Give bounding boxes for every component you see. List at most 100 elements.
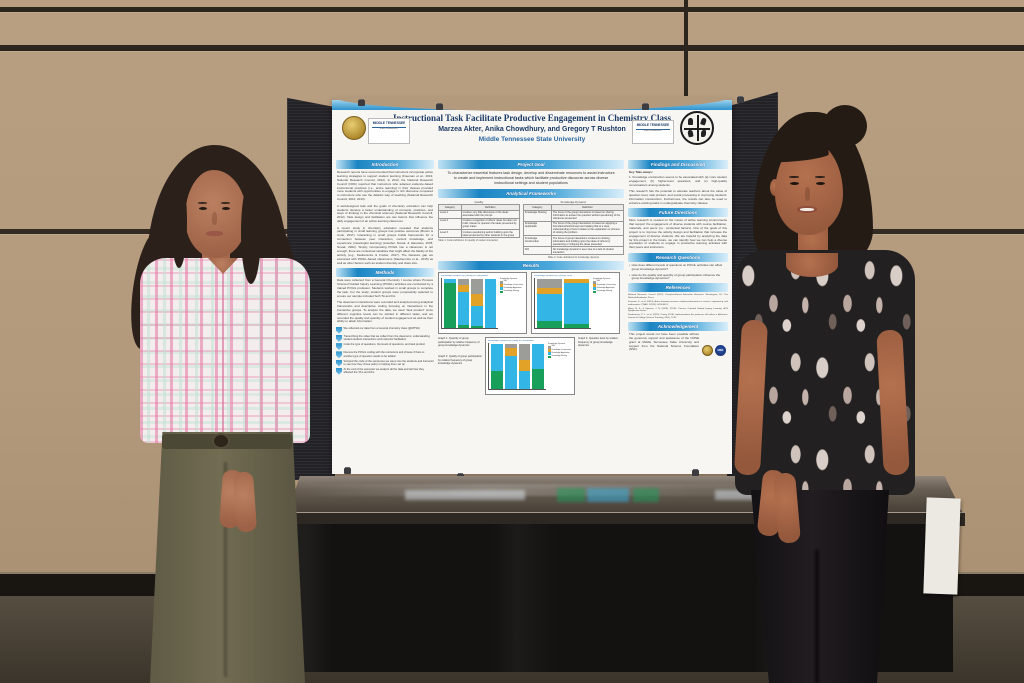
table-cell: Knowledge Construction	[522, 235, 552, 248]
emblem-glyph-icon	[687, 129, 694, 138]
legend-title: Knowledge Dynamic	[500, 278, 518, 281]
findings-paragraph: This research has the potential to educa…	[629, 189, 727, 205]
table-cell: Level 1	[438, 209, 462, 219]
eye	[816, 182, 825, 185]
chevron-down-icon	[336, 343, 342, 351]
binder-clip-icon	[358, 100, 365, 106]
bar-segment	[457, 285, 469, 292]
bar-segment	[471, 305, 483, 326]
table-row: Knowledge Construction The focus of group…	[522, 235, 624, 248]
chevron-down-icon	[336, 351, 342, 359]
legend-entry: Knowledge Sharing	[500, 290, 524, 294]
university-wordmark: MIDDLE TENNESSEE STATE UNIVERSITY	[368, 118, 410, 144]
stacked-bar	[564, 279, 589, 329]
table-cell: Involves questioning and/or building upo…	[460, 229, 520, 239]
paragraph: 1. Knowledge construction seems to be as…	[629, 174, 727, 187]
takeaway-list: 1. Knowledge construction seems to be as…	[628, 174, 728, 188]
legend-entry: Knowledge Application	[548, 352, 572, 355]
method-step-text: We collected our data from a General che…	[343, 326, 421, 330]
university-wordmark: MIDDLE TENNESSEE STATE UNIVERSITY	[632, 120, 674, 144]
table-row: Level 3 Involves questioning and/or build…	[438, 229, 520, 239]
chevron-down-icon	[336, 367, 342, 375]
list-item: How does different levels of questions o…	[628, 263, 728, 272]
bar-segment	[564, 323, 589, 329]
quality-table-caption: Table 1: Code definitions for quality of…	[438, 239, 499, 243]
person-left-face	[185, 170, 247, 258]
table-row: Knowledge Application The focus of the gr…	[522, 220, 624, 237]
section-heading-acknowledgement: Acknowledgement	[628, 321, 728, 331]
method-step-text: Discuss the POGIL coding with the instru…	[343, 351, 425, 358]
poster-title: Instructional Task Facilitate Productive…	[392, 113, 672, 123]
method-step-text: At the end of the semester we analyze al…	[343, 367, 425, 374]
paragraph: The classroom interactions were recorded…	[337, 299, 433, 324]
methods-steps: We collected our data from a General che…	[336, 326, 434, 375]
legend-entry: Knowledge Application	[593, 287, 617, 290]
eyebrow	[198, 202, 207, 204]
data-table: Category Definition Knowledge Sharing The f…	[522, 204, 624, 256]
section-heading-introduction: Introduction	[336, 160, 434, 169]
paragraph: A recent study in chemistry education re…	[337, 225, 433, 265]
legend-entry: Knowledge Construction	[548, 349, 572, 352]
legend-label: Knowledge Application	[503, 286, 522, 289]
bar-segment	[537, 294, 562, 322]
chart-body: Knowledge Dynamic N/A Knowledge Constructi…	[534, 278, 617, 330]
method-step: Transcribing the video that we collect f…	[336, 334, 434, 342]
person-left-hand	[232, 471, 258, 533]
method-step: Code the type of questions, the levels o…	[336, 343, 434, 351]
bar-segment	[471, 279, 483, 294]
legend-swatch-icon	[593, 280, 596, 284]
table-cell: No knowledge dynamic is seen due to a la…	[550, 246, 624, 256]
bar-segment	[444, 279, 456, 284]
eye	[199, 207, 207, 210]
wordmark-line1: MIDDLE TENNESSEE	[636, 123, 670, 127]
eyebrow	[815, 176, 825, 178]
legend-label: Knowledge Application	[596, 286, 615, 289]
data-table: Category Definition Level 1 Involves very l…	[438, 204, 520, 239]
knowledge-table-block: Knowledge Dynamic Category Definition Know…	[522, 200, 624, 259]
legend-entry: Knowledge Construction	[593, 284, 617, 287]
stacked-bar	[471, 279, 483, 329]
shirt-collar-opening	[208, 258, 238, 274]
person-right	[720, 105, 930, 683]
nsf-logo-icon: NSF	[715, 344, 726, 356]
bar-segment	[537, 288, 562, 295]
table-cell: Level 2	[438, 217, 462, 231]
bar-segment	[564, 279, 589, 284]
list-item: National Research Council (2012). Discip…	[628, 294, 728, 300]
legend-label: Knowledge Sharing	[596, 289, 613, 292]
chart-graph-3: Knowledge Dynamic by Quality of Particip…	[485, 337, 575, 396]
bar-segment	[457, 279, 469, 286]
section-heading-methods: Methods	[336, 267, 434, 277]
person-left-pants	[150, 432, 350, 683]
method-step: Scripted the code of the sentences we ca…	[336, 359, 434, 367]
results-captions-left: Graph 1: Quantity of group participation…	[438, 337, 482, 395]
bar-segment	[484, 279, 496, 329]
poster-reflection	[405, 490, 525, 500]
legend-swatch-icon	[548, 352, 551, 355]
bar-segment	[564, 283, 589, 324]
table-cell: Knowledge Sharing	[522, 209, 552, 222]
section-heading-analytical-frameworks: Analytical Frameworks	[438, 188, 624, 198]
methods-text: Data were collected from a General Chemi…	[336, 278, 434, 324]
bar-segment	[504, 356, 517, 390]
chevron-down-icon	[336, 326, 342, 334]
legend-label: N/A	[503, 280, 507, 283]
method-step: At the end of the semester we analyze al…	[336, 367, 434, 375]
chevron-down-icon	[336, 334, 342, 342]
graph-2-caption: Graph 2: Question level by relative freq…	[578, 337, 618, 348]
stacked-bar	[491, 344, 503, 390]
table-header-cell: Definition	[460, 204, 520, 211]
table-header-cell: Definition	[550, 204, 624, 211]
shirt-placket	[222, 262, 224, 432]
list-item-text: National Research Council (2012). Discip…	[628, 294, 728, 300]
introduction-text: Research reports have recommended that i…	[336, 170, 434, 265]
frameworks-tables: Quality Category Definition Level 1 Involve…	[438, 200, 624, 259]
eye	[790, 182, 799, 185]
section-heading-project-goal: Project Goal	[438, 160, 624, 169]
binder-clip-icon	[436, 104, 443, 110]
section-heading-references: References	[628, 283, 728, 293]
bar-segment	[471, 293, 483, 306]
bar-segment	[504, 344, 517, 348]
research-poster: Instructional Task Facilitate Productive…	[332, 100, 732, 474]
legend-entry: N/A	[593, 281, 617, 284]
